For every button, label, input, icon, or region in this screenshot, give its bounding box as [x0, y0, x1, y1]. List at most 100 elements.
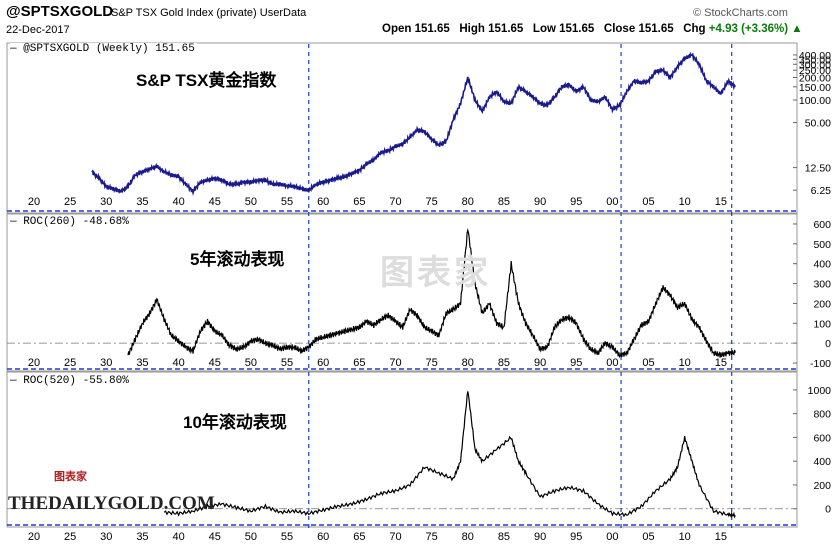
x-tick-label: 65	[353, 196, 365, 208]
x-tick-label: 35	[136, 357, 148, 369]
x-tick-label: 75	[426, 196, 438, 208]
x-tick-label: 40	[172, 196, 184, 208]
series-line-2	[163, 391, 736, 519]
x-tick-label: 85	[498, 531, 510, 543]
x-tick-label: 20	[28, 357, 40, 369]
x-tick-label: 20	[28, 531, 40, 543]
x-tick-label: 45	[209, 357, 221, 369]
x-tick-label: 85	[498, 196, 510, 208]
y-tick-label: 250.00	[799, 65, 831, 77]
x-tick-label: 70	[389, 357, 401, 369]
y-tick-label: 100	[813, 318, 831, 330]
watermark-small: 图表家	[54, 471, 87, 483]
chart-description: S&P TSX Gold Index (private) UserData	[111, 7, 307, 19]
y-tick-label: -100	[810, 358, 831, 370]
y-tick-label: 150.00	[799, 82, 831, 94]
x-tick-label: 95	[570, 531, 582, 543]
y-tick-label: 500	[813, 239, 831, 251]
series-line-0	[91, 51, 737, 197]
x-tick-label: 90	[534, 357, 546, 369]
x-tick-label: 25	[64, 196, 76, 208]
y-tick-label: 200	[813, 480, 831, 492]
x-tick-label: 00	[606, 357, 618, 369]
x-tick-label: 35	[136, 531, 148, 543]
x-tick-label: 65	[353, 531, 365, 543]
x-tick-label: 60	[317, 196, 329, 208]
price-panel-label: — @SPTSXGOLD (Weekly) 151.65	[10, 43, 197, 55]
chart-symbol: @SPTSXGOLD	[6, 3, 114, 20]
x-tick-label: 45	[209, 196, 221, 208]
x-tick-label: 10	[679, 531, 691, 543]
x-tick-label: 75	[426, 357, 438, 369]
x-tick-label: 55	[281, 531, 293, 543]
x-tick-label: 95	[570, 357, 582, 369]
x-tick-label: 20	[28, 196, 40, 208]
y-tick-label: 800	[813, 409, 831, 421]
x-tick-label: 85	[498, 357, 510, 369]
x-tick-label: 90	[534, 531, 546, 543]
roc520-panel-label: — ROC(520) -55.80%	[10, 375, 131, 387]
x-tick-label: 80	[462, 531, 474, 543]
source-credit: © StockCharts.com	[693, 7, 788, 19]
x-tick-label: 05	[642, 357, 654, 369]
x-tick-label: 40	[172, 357, 184, 369]
x-tick-label: 40	[172, 531, 184, 543]
y-tick-label: 0	[825, 338, 831, 350]
y-tick-label: 400	[813, 259, 831, 271]
y-tick-label: 400	[813, 456, 831, 468]
thedailygold-logo: THEDAILYGOLD.COM	[8, 493, 215, 514]
x-tick-label: 50	[245, 357, 257, 369]
x-tick-label: 60	[317, 531, 329, 543]
x-tick-label: 80	[462, 196, 474, 208]
y-tick-label: 200	[813, 298, 831, 310]
x-tick-label: 90	[534, 196, 546, 208]
chart-date: 22-Dec-2017	[6, 24, 70, 36]
y-tick-label: 6.25	[811, 185, 832, 197]
y-tick-label: 400.00	[799, 50, 831, 62]
roc520-panel-title: 10年滚动表现	[183, 413, 287, 432]
x-tick-label: 10	[679, 357, 691, 369]
y-tick-label: 12.50	[805, 163, 831, 175]
y-tick-label: 300.00	[799, 59, 831, 71]
y-tick-label: 600	[813, 219, 831, 231]
x-tick-label: 30	[100, 531, 112, 543]
y-tick-label: 600	[813, 432, 831, 444]
x-tick-label: 00	[606, 196, 618, 208]
x-tick-label: 10	[679, 196, 691, 208]
y-tick-label: 0	[825, 504, 831, 516]
x-tick-label: 95	[570, 196, 582, 208]
y-tick-label: 300	[813, 279, 831, 291]
panel-frame-2	[6, 371, 798, 528]
x-tick-label: 70	[389, 531, 401, 543]
x-tick-label: 25	[64, 357, 76, 369]
x-tick-label: 30	[100, 357, 112, 369]
x-tick-label: 70	[389, 196, 401, 208]
x-tick-label: 75	[426, 531, 438, 543]
x-tick-label: 15	[715, 196, 727, 208]
series-line-1	[127, 227, 736, 359]
y-tick-label: 1000	[808, 385, 832, 397]
x-tick-label: 55	[281, 357, 293, 369]
x-tick-label: 25	[64, 531, 76, 543]
x-tick-label: 50	[245, 531, 257, 543]
x-tick-label: 05	[642, 196, 654, 208]
watermark: 图表家	[380, 254, 491, 292]
x-tick-label: 35	[136, 196, 148, 208]
y-tick-label: 350.00	[799, 54, 831, 66]
x-tick-label: 50	[245, 196, 257, 208]
x-tick-label: 00	[606, 531, 618, 543]
roc260-panel-label: — ROC(260) -48.68%	[10, 216, 131, 228]
x-tick-label: 15	[715, 531, 727, 543]
y-tick-label: 200.00	[799, 72, 831, 84]
y-tick-label: 50.00	[805, 118, 831, 130]
roc260-panel-title: 5年滚动表现	[190, 250, 285, 269]
x-tick-label: 55	[281, 196, 293, 208]
x-tick-label: 05	[642, 531, 654, 543]
x-tick-label: 30	[100, 196, 112, 208]
x-tick-label: 80	[462, 357, 474, 369]
x-tick-label: 65	[353, 357, 365, 369]
x-tick-label: 60	[317, 357, 329, 369]
y-tick-label: 100.00	[799, 95, 831, 107]
ohlc-readout: Open 151.65 High 151.65 Low 151.65 Close…	[382, 23, 803, 35]
